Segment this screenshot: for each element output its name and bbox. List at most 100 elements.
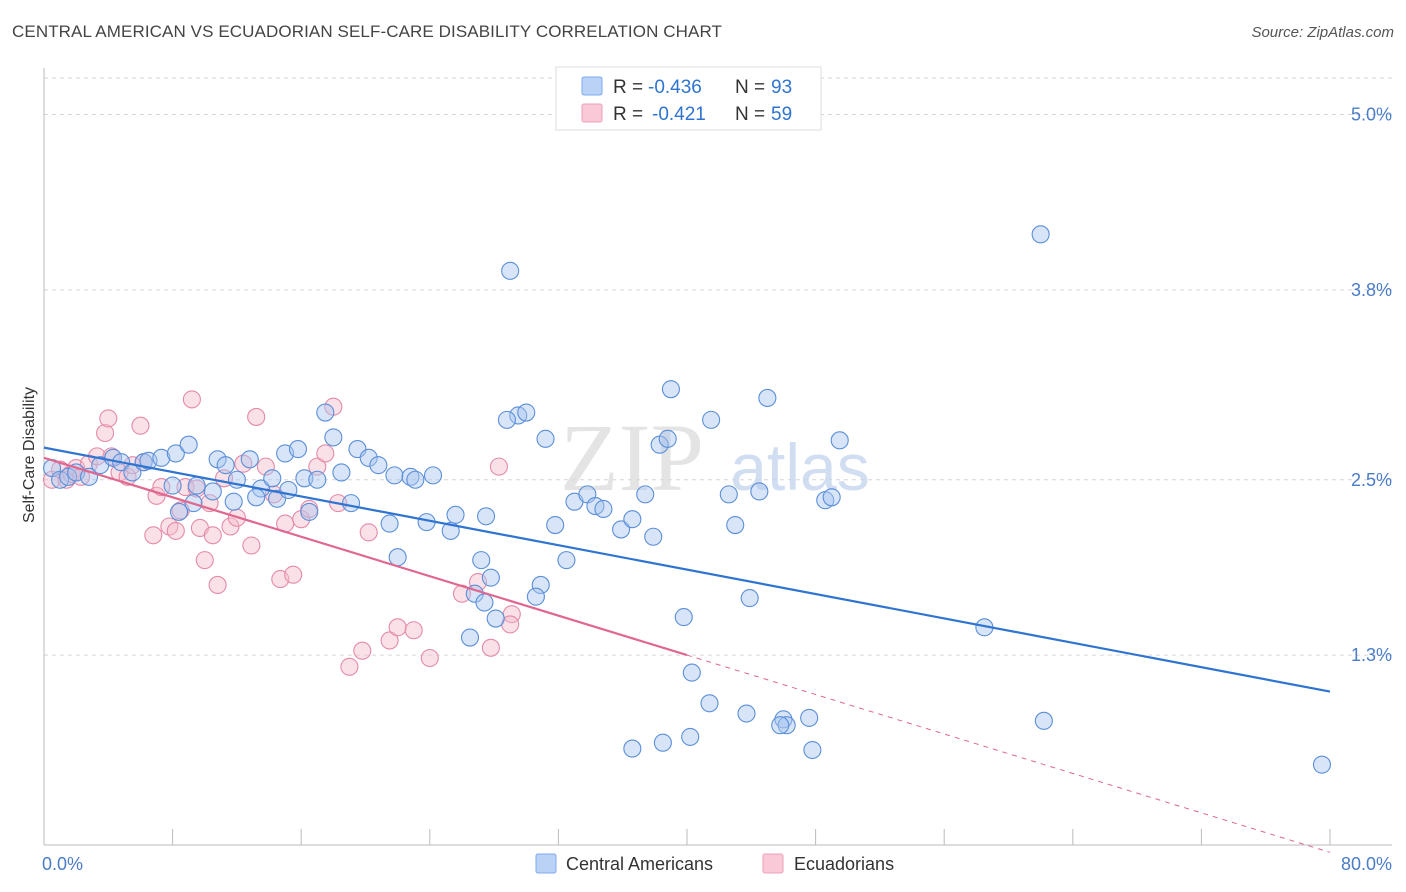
central-americans-point bbox=[481, 568, 500, 587]
central-americans-point bbox=[295, 469, 314, 488]
central-americans-point bbox=[497, 410, 517, 429]
ecuadorians-point bbox=[144, 526, 163, 545]
ecuadorians-point bbox=[316, 444, 335, 463]
central-americans-point bbox=[263, 469, 282, 488]
central-americans-point bbox=[332, 463, 351, 482]
ecuadorians-points bbox=[42, 390, 521, 676]
central-americans-point bbox=[737, 704, 756, 723]
legend-blue-n-value: 93 bbox=[771, 77, 792, 98]
legend-pink-n-value: 59 bbox=[771, 104, 792, 125]
central-americans-point bbox=[526, 587, 545, 606]
central-americans-point bbox=[247, 488, 266, 507]
axes bbox=[43, 68, 1392, 846]
ecuadorians-trendline bbox=[43, 456, 688, 657]
central-americans-point bbox=[623, 510, 642, 529]
central-americans-point bbox=[486, 609, 505, 628]
central-americans-point bbox=[681, 727, 700, 746]
central-americans-point bbox=[536, 429, 555, 448]
central-americans-point bbox=[446, 505, 465, 524]
ecuadorians-point bbox=[489, 457, 508, 476]
y-tick-label: 3.8% bbox=[1351, 280, 1392, 300]
trendlines bbox=[43, 446, 1331, 853]
legend-blue-r-value: -0.436 bbox=[648, 77, 702, 98]
series-legend-swatch-pink bbox=[762, 853, 784, 874]
ecuadorians-point bbox=[256, 457, 275, 476]
central-americans-point bbox=[830, 431, 849, 450]
ecuadorians-point bbox=[247, 407, 266, 426]
y-tick-label: 2.5% bbox=[1351, 470, 1392, 490]
ecuadorians-point bbox=[96, 423, 115, 443]
central-americans-point bbox=[203, 482, 222, 501]
central-americans-trendline bbox=[43, 446, 1331, 693]
ecuadorians-point bbox=[420, 648, 439, 668]
central-americans-point bbox=[719, 485, 738, 504]
ecuadorians-point bbox=[308, 457, 327, 476]
central-americans-point bbox=[822, 488, 841, 507]
series-legend-label-ecuadorians: Ecuadorians bbox=[794, 854, 894, 874]
watermark-zip: ZIP bbox=[560, 404, 704, 511]
central-americans-point bbox=[359, 448, 378, 467]
gridlines bbox=[44, 77, 1392, 656]
central-americans-point bbox=[501, 261, 520, 280]
central-americans-point bbox=[169, 502, 189, 521]
central-americans-point bbox=[557, 551, 576, 570]
x-tick-label: 80.0% bbox=[1341, 854, 1392, 874]
central-americans-point bbox=[531, 575, 550, 595]
central-americans-point bbox=[460, 628, 480, 647]
central-americans-point bbox=[1031, 225, 1050, 244]
legend-swatch-pink bbox=[581, 103, 603, 123]
central-americans-point bbox=[1312, 755, 1332, 774]
central-americans-point bbox=[341, 494, 361, 513]
central-americans-point bbox=[216, 456, 235, 475]
central-americans-point bbox=[300, 502, 319, 521]
central-americans-point bbox=[750, 482, 769, 501]
ecuadorians-point bbox=[99, 409, 118, 428]
central-americans-point bbox=[316, 403, 335, 422]
legend-pink-n-label: N = bbox=[735, 104, 765, 125]
ecuadorians-point bbox=[57, 470, 76, 489]
central-americans-point bbox=[771, 716, 790, 735]
central-americans-point bbox=[594, 499, 613, 519]
central-americans-point bbox=[166, 444, 185, 463]
ecuadorians-point bbox=[481, 638, 500, 657]
series-legend: Central Americans Ecuadorians bbox=[535, 853, 894, 874]
ecuadorians-point bbox=[340, 657, 359, 676]
central-americans-point bbox=[800, 708, 819, 727]
ecuadorians-point bbox=[388, 618, 407, 637]
ecuadorians-point bbox=[380, 631, 399, 650]
central-americans-point bbox=[658, 429, 677, 448]
central-americans-point bbox=[612, 520, 631, 539]
watermark-atlas: atlas bbox=[730, 430, 869, 504]
ecuadorians-point bbox=[208, 575, 227, 595]
series-legend-swatch-blue bbox=[535, 853, 557, 874]
legend-pink-r-value: -0.421 bbox=[652, 104, 706, 125]
central-americans-point bbox=[475, 593, 494, 612]
central-americans-point bbox=[187, 476, 206, 495]
ecuadorians-point bbox=[359, 523, 378, 542]
ecuadorians-point bbox=[404, 621, 423, 640]
x-tick-labels: 0.0% 80.0% bbox=[42, 854, 1392, 874]
ecuadorians-point bbox=[182, 390, 201, 409]
central-americans-point bbox=[517, 403, 536, 422]
central-americans-point bbox=[423, 466, 443, 485]
ecuadorians-point bbox=[242, 536, 261, 555]
central-americans-point bbox=[636, 485, 655, 504]
ecuadorians-trendline-extension bbox=[686, 654, 1331, 853]
central-americans-point bbox=[388, 548, 407, 567]
stats-legend: R = -0.436 N = 93 R = -0.421 N = 59 bbox=[555, 66, 822, 131]
central-americans-point bbox=[380, 514, 399, 533]
central-americans-point bbox=[653, 733, 672, 752]
legend-blue-n-label: N = bbox=[735, 77, 765, 98]
central-americans-point bbox=[152, 448, 171, 467]
y-tick-labels: 1.3% 2.5% 3.8% 5.0% bbox=[1351, 105, 1392, 666]
ecuadorians-point bbox=[284, 565, 303, 584]
central-americans-point bbox=[644, 527, 663, 546]
central-americans-point bbox=[179, 435, 198, 454]
legend-swatch-blue bbox=[581, 76, 603, 96]
central-americans-point bbox=[472, 551, 491, 570]
ecuadorians-point bbox=[203, 526, 222, 545]
central-americans-point bbox=[740, 589, 759, 608]
central-americans-point bbox=[700, 694, 719, 713]
central-americans-point bbox=[774, 710, 793, 729]
